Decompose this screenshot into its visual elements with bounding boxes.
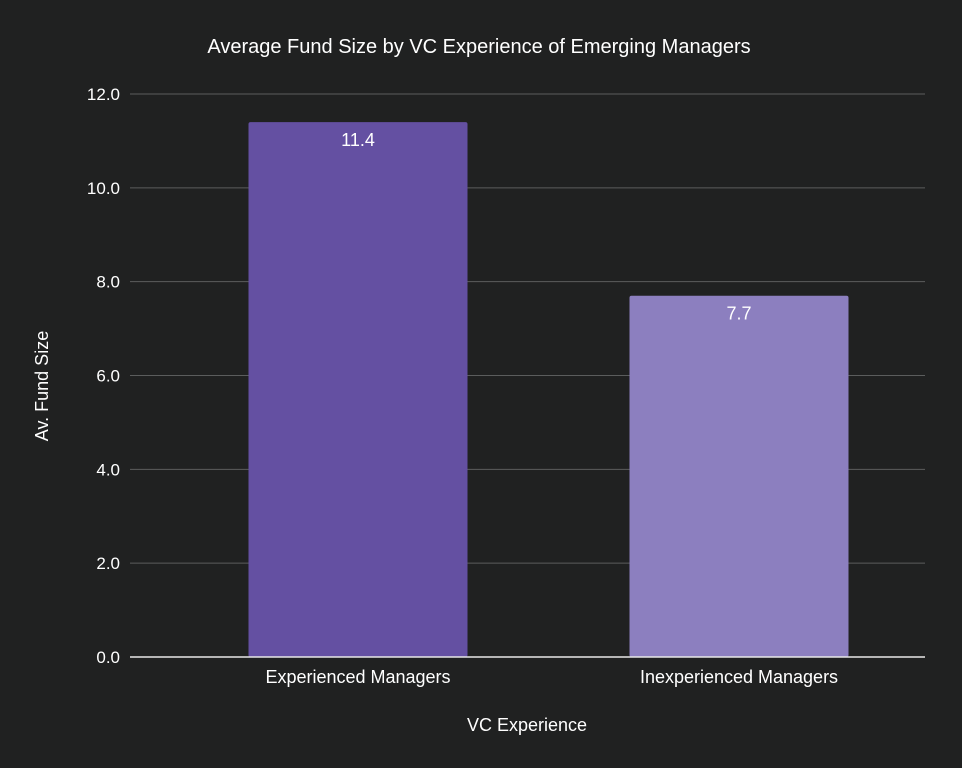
y-axis-title: Av. Fund Size (32, 331, 52, 441)
y-tick-label: 8.0 (96, 273, 120, 292)
y-tick-label: 4.0 (96, 460, 120, 479)
bar-2 (629, 295, 849, 657)
y-tick-label: 0.0 (96, 648, 120, 667)
bar-1 (248, 122, 468, 657)
x-category-label: Inexperienced Managers (640, 667, 838, 687)
bar-data-label: 7.7 (726, 304, 751, 324)
y-tick-label: 12.0 (87, 85, 120, 104)
y-tick-label: 10.0 (87, 179, 120, 198)
y-tick-label: 2.0 (96, 554, 120, 573)
x-category-label: Experienced Managers (265, 667, 450, 687)
bars (248, 122, 849, 657)
y-tick-label: 6.0 (96, 367, 120, 386)
x-axis-categories: Experienced Managers Inexperienced Manage… (265, 667, 838, 687)
bar-data-label: 11.4 (341, 130, 375, 150)
x-axis-title: VC Experience (467, 715, 587, 735)
data-labels: 11.4 7.7 (341, 130, 751, 324)
chart-title: Average Fund Size by VC Experience of Em… (207, 36, 750, 58)
y-axis-ticks: 0.0 2.0 4.0 6.0 8.0 10.0 12.0 (87, 85, 120, 667)
